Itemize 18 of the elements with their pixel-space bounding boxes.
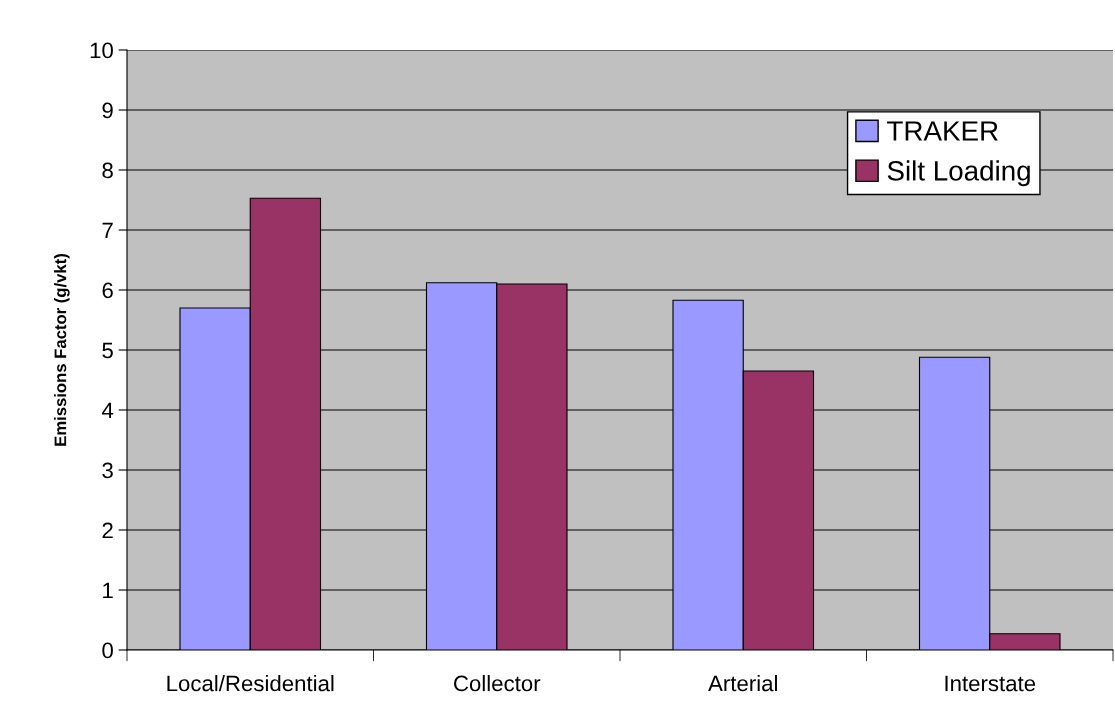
y-tick-label: 3 bbox=[102, 462, 113, 479]
y-tick-label: 10 bbox=[90, 42, 113, 59]
y-tick-label: 0 bbox=[102, 642, 113, 659]
y-tick-label: 5 bbox=[102, 342, 113, 359]
y-tick-label: 4 bbox=[101, 402, 114, 419]
x-tick-label: Local/Residential bbox=[167, 675, 334, 692]
legend-label: TRAKER bbox=[887, 121, 998, 141]
y-tick-label: 1 bbox=[103, 582, 113, 599]
y-tick-label: 2 bbox=[102, 522, 113, 539]
y-tick-label: 7 bbox=[102, 222, 113, 239]
y-tick-label: 8 bbox=[102, 162, 113, 179]
y-tick-label: 9 bbox=[102, 102, 113, 119]
y-tick-label: 6 bbox=[102, 282, 113, 299]
x-tick-label: Collector bbox=[454, 675, 541, 692]
y-axis-title: Emissions Factor (g/vkt) bbox=[54, 254, 70, 446]
x-tick-label: Interstate bbox=[945, 675, 1036, 692]
x-tick-label: Arterial bbox=[708, 675, 777, 692]
legend-label: Silt Loading bbox=[887, 160, 1030, 187]
